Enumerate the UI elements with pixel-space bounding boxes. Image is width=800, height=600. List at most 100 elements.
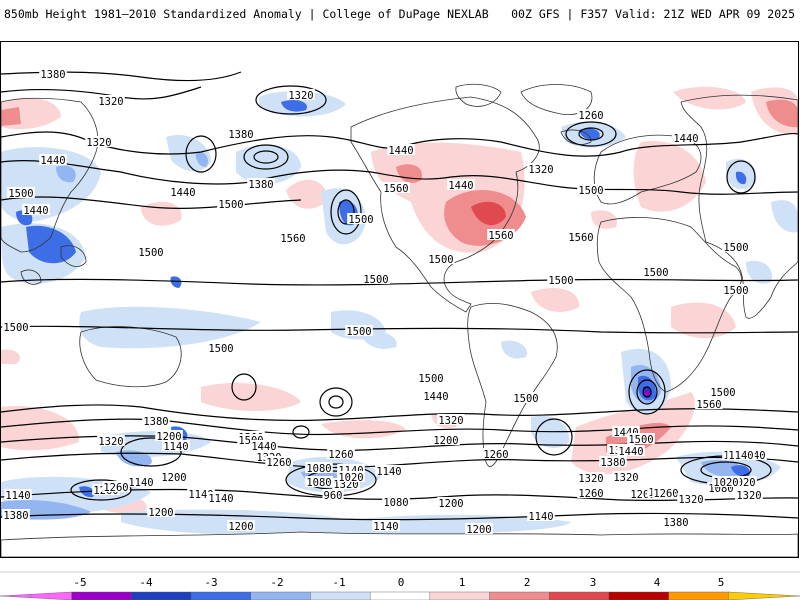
contour-label: 1500	[348, 214, 373, 226]
contour-label: 1500	[8, 188, 33, 200]
contour-label: 1440	[673, 133, 698, 145]
contour-label: 1320	[613, 472, 638, 484]
contour-label: 1260	[266, 457, 291, 469]
contour-label: 1560	[568, 232, 593, 244]
contour-label: 1200	[466, 524, 491, 536]
contour-label: 1320	[288, 90, 313, 102]
colorbar-tick-label: -1	[332, 576, 346, 589]
contour-label: 1260	[578, 488, 603, 500]
contour-label: 1560	[488, 230, 513, 242]
contour-label: 1140	[5, 490, 30, 502]
contour-label: 1380	[3, 510, 28, 522]
contour-label: 1380	[248, 179, 273, 191]
contour-label: 1440	[448, 180, 473, 192]
height-contours	[1, 71, 798, 521]
contour-label: 1560	[383, 183, 408, 195]
contour-label: 1500	[418, 373, 443, 385]
contour-label: 1320	[528, 164, 553, 176]
contour-label: 1200	[228, 521, 253, 533]
contour-label: 1440	[388, 145, 413, 157]
contour-label: 1320	[678, 494, 703, 506]
colorbar-segment	[369, 591, 431, 600]
colorbar-tick-label: 4	[653, 576, 661, 589]
contour-label: 1440	[251, 441, 276, 453]
contour-label: 1320	[578, 473, 603, 485]
contour-label: 1500	[628, 434, 653, 446]
contour-label: 1320	[98, 436, 123, 448]
contour-label: 1500	[513, 393, 538, 405]
contour-label: 1440	[40, 155, 65, 167]
contour-label: 1200	[433, 435, 458, 447]
contour-label: 1500	[138, 247, 163, 259]
contour-label: 1440	[618, 446, 643, 458]
contour-label: 1080	[306, 477, 331, 489]
contour-label: 1560	[280, 233, 305, 245]
contour-label: 1080	[306, 463, 331, 475]
contour-label: 1080	[383, 497, 408, 509]
colorbar-segment	[668, 591, 730, 600]
colorbar-tick-label: -3	[204, 576, 218, 589]
contour-label: 1140	[208, 493, 233, 505]
colorbar-segment	[549, 591, 610, 600]
colorbar-segment	[71, 591, 133, 600]
coastlines	[1, 83, 798, 557]
colorbar-segment	[131, 591, 192, 600]
contour-label: 1440	[170, 187, 195, 199]
contour-label: 1500	[3, 322, 28, 334]
colorbar-tick-label: 3	[589, 576, 597, 589]
contour-label: 1260	[578, 110, 603, 122]
contour-label: 1380	[600, 457, 625, 469]
contour-label: 1320	[86, 137, 111, 149]
colorbar-segment	[429, 591, 491, 600]
colorbar-tick-label: -4	[139, 576, 153, 589]
contour-label: 1020	[713, 477, 738, 489]
colorbar-segment	[250, 591, 312, 600]
colorbar-segment	[608, 591, 670, 600]
contour-label: 1260	[328, 449, 353, 461]
contour-label: 1500	[578, 185, 603, 197]
contour-label: 1500	[723, 285, 748, 297]
colorbar-tick-label: -2	[270, 576, 284, 589]
contour-label: 1500	[208, 343, 233, 355]
contour-label: 1500	[723, 242, 748, 254]
contour-label: 1260	[103, 482, 128, 494]
contour-label: 1500	[428, 254, 453, 266]
contour-label: 1380	[40, 69, 65, 81]
contour-label: 1380	[663, 517, 688, 529]
contour-label: 1500	[548, 275, 573, 287]
anomaly-map: 1380 1320 1320 1380 1320 1260 1440 1440 1320 1440…	[0, 41, 799, 558]
contour-label: 1200	[438, 498, 463, 510]
contour-label: 1500	[346, 326, 371, 338]
colorbar	[0, 571, 800, 600]
colorbar-tick-label: 1	[458, 576, 466, 589]
colorbar-segment	[190, 591, 252, 600]
colorbar-tick-label: -5	[73, 576, 87, 589]
contour-label: 1500	[218, 199, 243, 211]
contour-label: 1500	[643, 267, 668, 279]
contour-label: 1200	[148, 507, 173, 519]
map-title: 850mb Height 1981–2010 Standardized Anom…	[4, 7, 489, 21]
colorbar-segments	[0, 591, 800, 600]
contour-label: 1260	[653, 488, 678, 500]
colorbar-segment	[489, 591, 550, 600]
contour-label: 960	[324, 490, 343, 502]
contour-label: 1500	[710, 387, 735, 399]
contour-label: 1140	[728, 450, 753, 462]
header: 850mb Height 1981–2010 Standardized Anom…	[0, 0, 800, 40]
model-run-info: 00Z GFS | F357 Valid: 21Z WED APR 09 202…	[511, 7, 795, 21]
contour-label: 1380	[228, 129, 253, 141]
contour-label: 1260	[483, 449, 508, 461]
contour-label: 1560	[696, 399, 721, 411]
colorbar-tick-label: 5	[717, 576, 725, 589]
contour-label: 1440	[23, 205, 48, 217]
colorbar-segment	[0, 591, 72, 600]
colorbar-tick-label: 2	[523, 576, 531, 589]
contour-label: 1440	[423, 391, 448, 403]
contour-label: 1320	[98, 96, 123, 108]
contour-label: 1140	[376, 466, 401, 478]
contour-label: 1140	[528, 511, 553, 523]
contour-label: 1320	[736, 490, 761, 502]
colorbar-segment	[728, 591, 800, 600]
